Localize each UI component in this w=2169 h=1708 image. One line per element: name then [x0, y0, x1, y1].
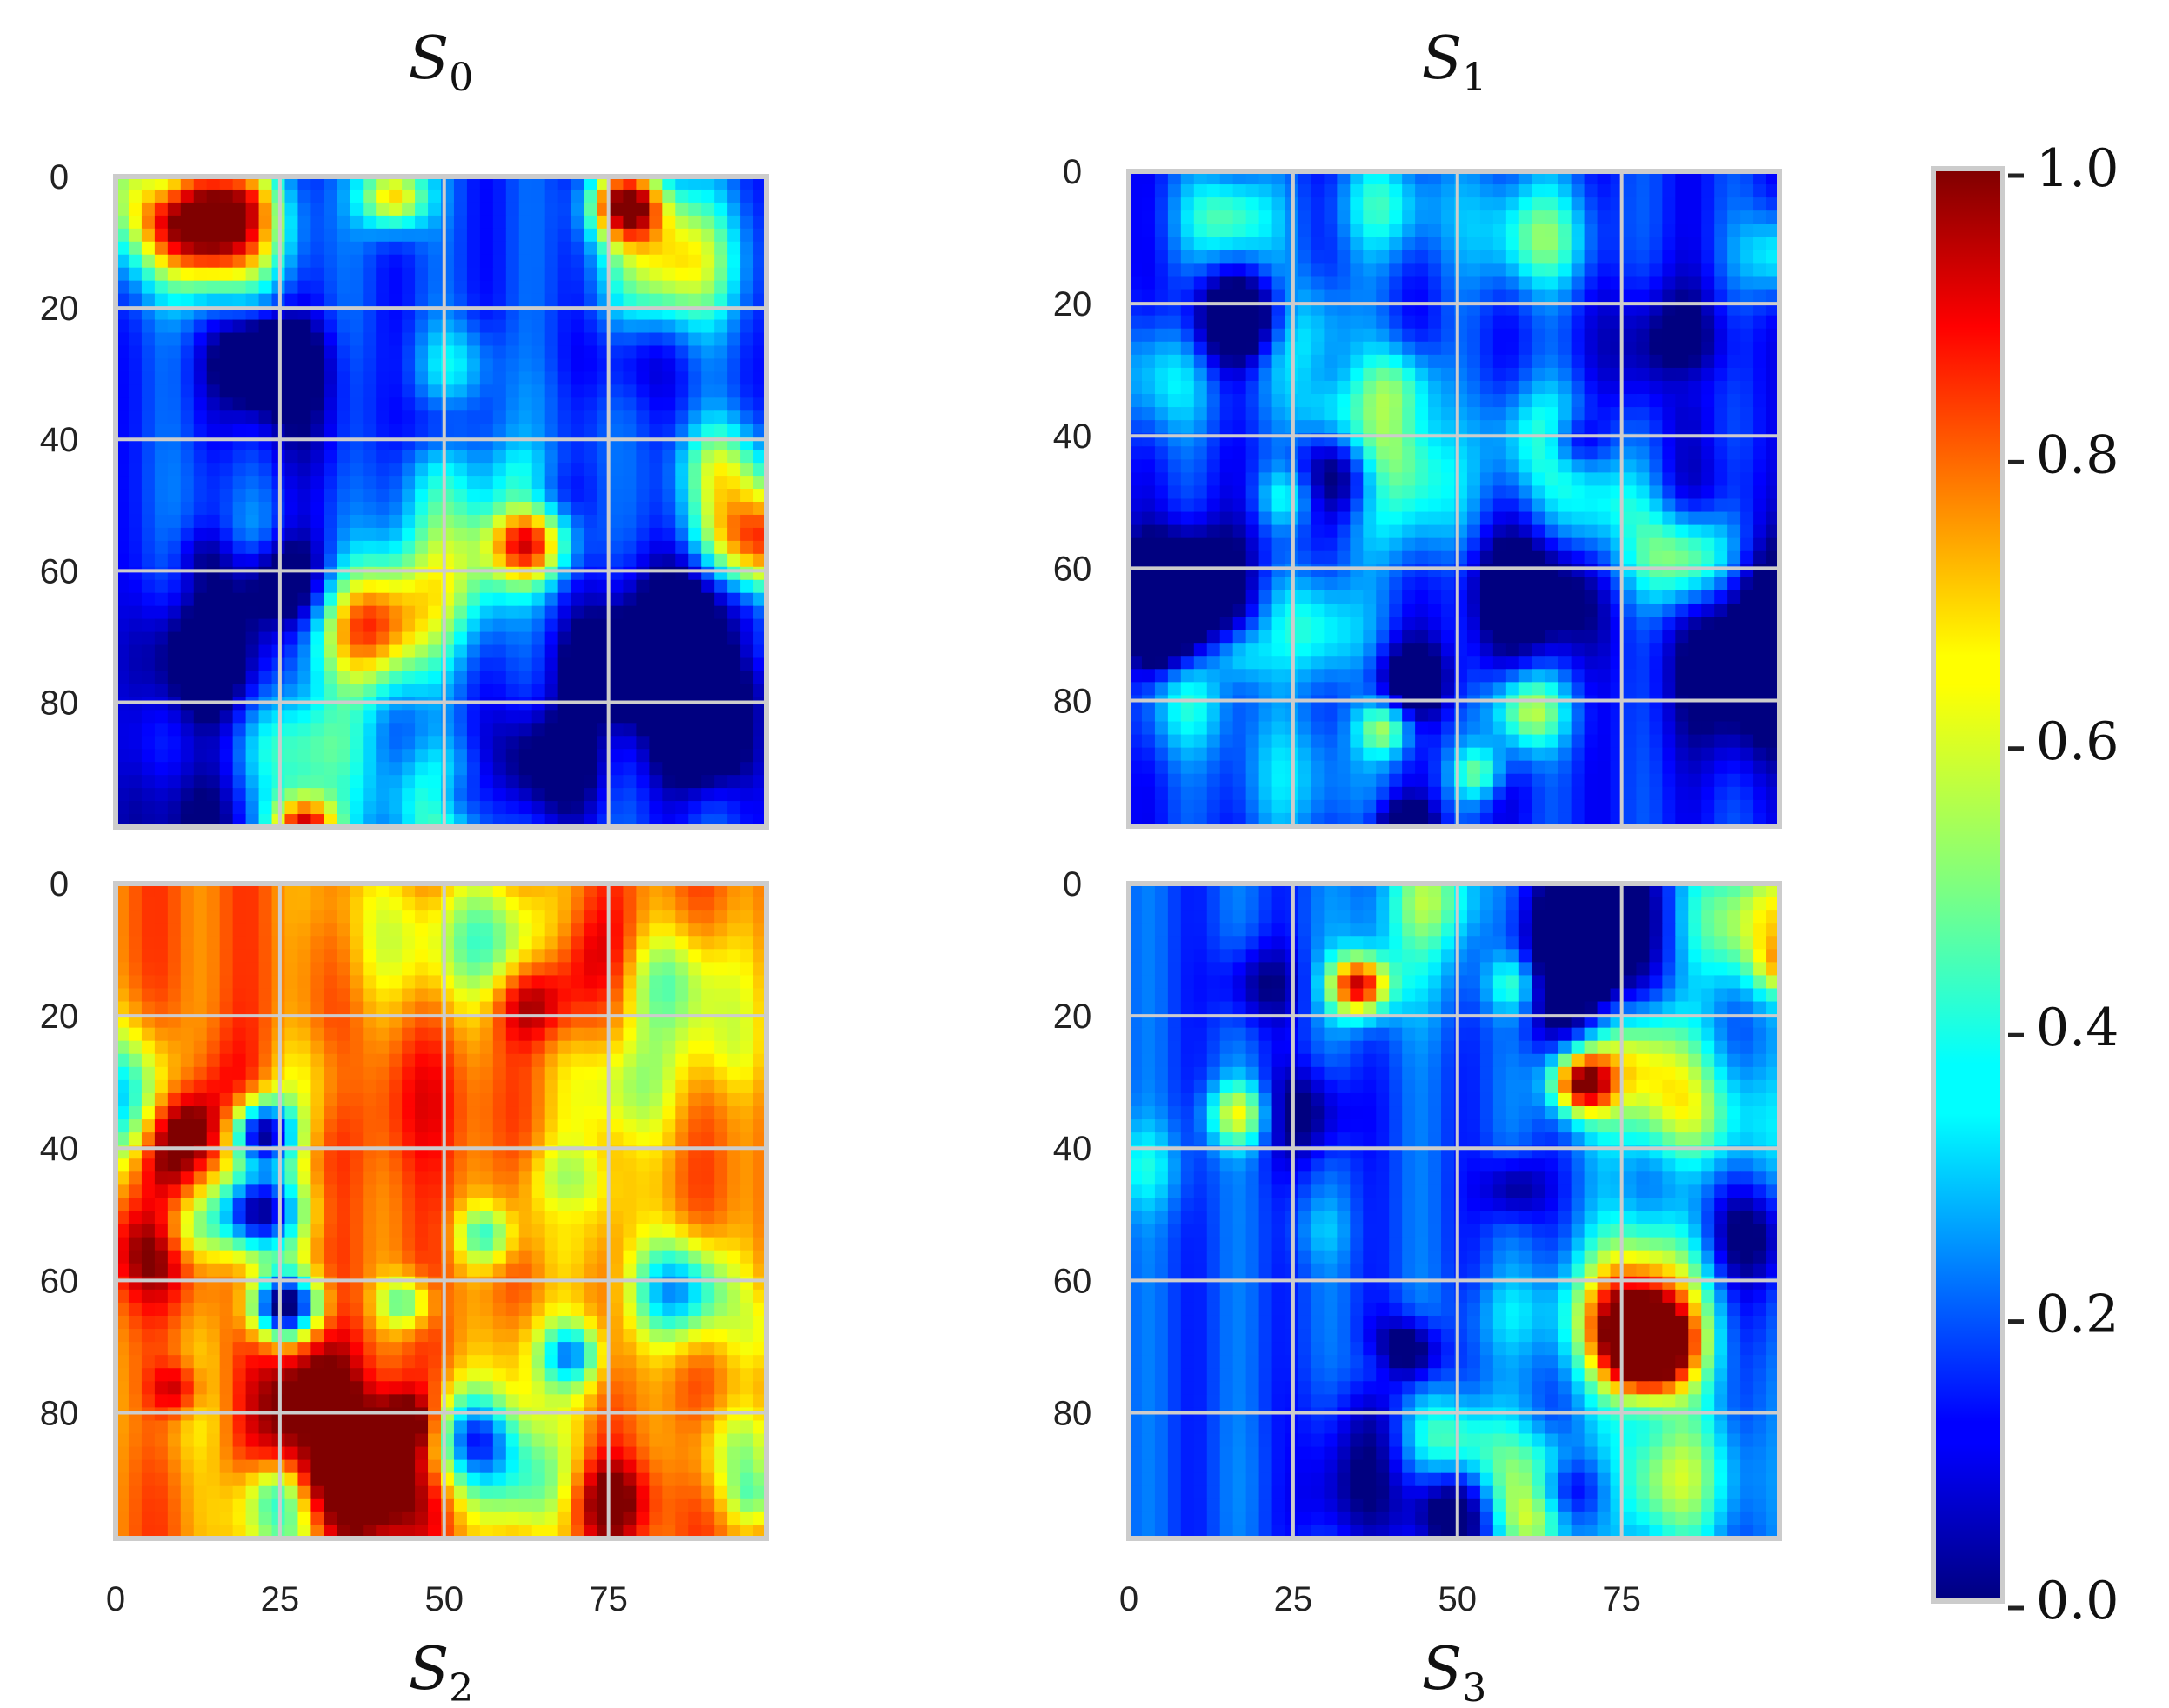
- y-tick-label: 40: [1053, 417, 1092, 456]
- y-tick-label: 60: [40, 552, 79, 590]
- panel-frame: [113, 881, 769, 1541]
- heatmap-cells: [1129, 171, 1780, 827]
- y-tick-label: 60: [1053, 1262, 1092, 1300]
- y-tick-label: 60: [1053, 550, 1092, 588]
- colorbar-frame: [1931, 166, 2005, 1604]
- panel-title: S2: [409, 1635, 474, 1708]
- y-tick-label: 80: [40, 1394, 79, 1432]
- y-tick-label: 20: [40, 997, 79, 1036]
- x-tick-label: 25: [1274, 1580, 1313, 1618]
- y-tick-label: 80: [1053, 1394, 1092, 1432]
- colorbar: 0.0 0.2 0.4 0.6 0.8 1.0: [1931, 138, 2119, 1631]
- panel-s3: 0 20 40 60 80 0 25 50 75 S3: [1053, 865, 1782, 1708]
- x-tick-label: 0: [106, 1580, 125, 1618]
- gridlines: [116, 884, 766, 1538]
- y-tick-label: 0: [50, 158, 69, 197]
- y-tick-label: 40: [40, 1130, 79, 1168]
- y-tick-label: 80: [1053, 682, 1092, 720]
- panel-frame: [113, 174, 769, 830]
- x-tick-label: 75: [1602, 1580, 1641, 1618]
- y-tick-label: 0: [50, 865, 69, 904]
- y-tick-label: 40: [40, 421, 79, 459]
- colorbar-tick-label: 0.0: [2036, 1571, 2119, 1631]
- y-tick-label: 0: [1063, 865, 1082, 904]
- panel-title: S1: [1422, 24, 1487, 100]
- y-tick-label: 40: [1053, 1130, 1092, 1168]
- panel-s1: 0 20 40 60 80 S1: [1053, 24, 1782, 829]
- heatmap-cells: [1129, 884, 1780, 1539]
- panel-title: S0: [409, 24, 474, 100]
- x-tick-label: 50: [425, 1580, 464, 1618]
- x-tick-label: 25: [261, 1580, 300, 1618]
- y-tick-label: 60: [40, 1262, 79, 1300]
- x-tick-label: 0: [1119, 1580, 1138, 1618]
- panel-s2: 0 20 40 60 80 0 25 50 75 S2: [40, 865, 769, 1708]
- colorbar-tick-label: 0.4: [2036, 997, 2119, 1058]
- x-tick-label: 75: [589, 1580, 628, 1618]
- colorbar-tick-label: 0.6: [2036, 711, 2119, 772]
- y-tick-label: 0: [1063, 153, 1082, 191]
- y-tick-label: 20: [1053, 997, 1092, 1036]
- panel-frame: [1126, 169, 1782, 829]
- x-tick-label: 50: [1438, 1580, 1478, 1618]
- gridlines: [1129, 171, 1779, 826]
- y-tick-label: 80: [40, 684, 79, 722]
- colorbar-tick-label: 1.0: [2036, 138, 2119, 199]
- y-tick-label: 20: [1053, 285, 1092, 324]
- colorbar-tick-label: 0.8: [2036, 424, 2119, 485]
- gridlines: [1129, 884, 1779, 1538]
- y-tick-label: 20: [40, 290, 79, 328]
- panel-frame: [1126, 881, 1782, 1541]
- heatmap-cells: [116, 884, 767, 1539]
- colorbar-tick-label: 0.2: [2036, 1284, 2119, 1345]
- heatmap-cells: [116, 177, 767, 828]
- gridlines: [116, 177, 766, 827]
- panel-title: S3: [1422, 1635, 1487, 1708]
- panel-s0: 0 20 40 60 80 S0: [40, 24, 769, 830]
- colorbar-gradient: [1933, 169, 2003, 1601]
